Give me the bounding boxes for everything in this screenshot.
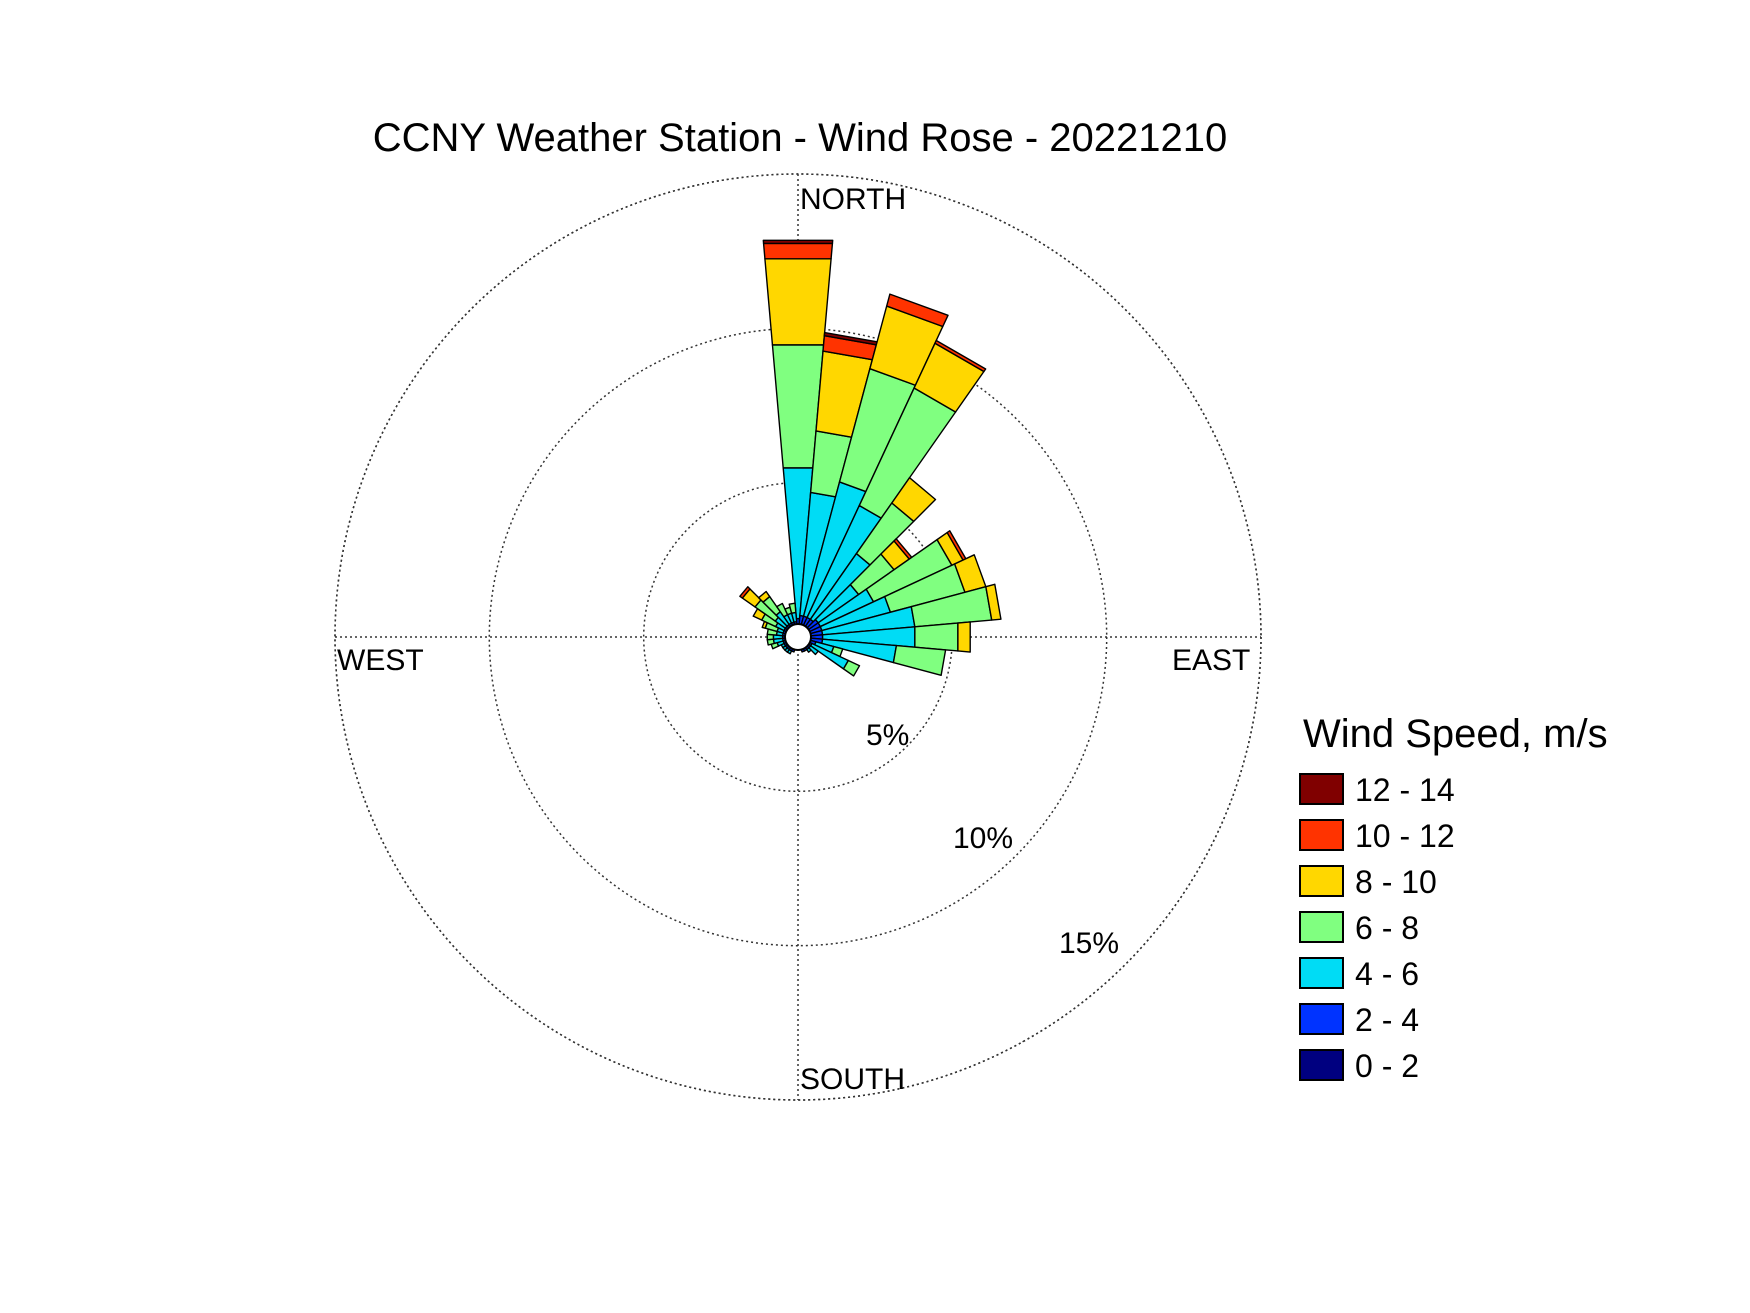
- bar-segment-0-10-12: [762, 242, 834, 260]
- legend-swatch-2-4: [1299, 1003, 1344, 1035]
- bar-segment-0-8-10: [764, 258, 832, 346]
- legend-label-4-6: 4 - 6: [1355, 956, 1419, 992]
- radial-tick-label-10: 10%: [953, 822, 1013, 855]
- legend-label-2-4: 2 - 4: [1355, 1002, 1419, 1038]
- sector-80: [797, 583, 1002, 638]
- bar-segment-80-8-10: [985, 583, 1002, 621]
- bar-segment-320-8-10: [758, 590, 771, 603]
- legend-label-12-14: 12 - 14: [1355, 772, 1455, 808]
- bar-segment-350-6-8: [788, 602, 797, 614]
- legend-swatch-0-2: [1299, 1049, 1344, 1081]
- direction-label-east: EAST: [1172, 644, 1250, 677]
- bar-segment-0-12-14: [762, 239, 834, 245]
- sector-0: [762, 239, 834, 638]
- bar-segment-90-6-8: [914, 622, 959, 652]
- sector-20: [797, 293, 949, 638]
- legend-label-8-10: 8 - 10: [1355, 864, 1437, 900]
- radial-tick-labels: 5% 10% 15%: [866, 719, 1119, 960]
- sector-60: [797, 530, 967, 638]
- sector-40: [797, 477, 937, 638]
- direction-label-west: WEST: [337, 644, 424, 677]
- legend: Wind Speed, m/s 12 - 14 10 - 12 8 - 10 6 - …: [1299, 712, 1608, 1084]
- bar-segment-100-6-8: [892, 644, 947, 677]
- bar-segment-130-4-6: [808, 645, 819, 656]
- legend-label-6-8: 6 - 8: [1355, 910, 1419, 946]
- radial-tick-label-5: 5%: [866, 719, 909, 752]
- direction-label-north: NORTH: [800, 183, 906, 216]
- bar-segment-40-8-10: [891, 477, 937, 523]
- legend-items: 12 - 14 10 - 12 8 - 10 6 - 8 4 - 6 2 - 4 0 - 2: [1299, 772, 1455, 1084]
- bar-segment-310-10-12: [739, 586, 751, 599]
- legend-swatch-10-12: [1299, 819, 1344, 851]
- legend-label-0-2: 0 - 2: [1355, 1048, 1419, 1084]
- bar-segment-120-6-8: [842, 659, 861, 677]
- direction-labels: NORTH EAST SOUTH WEST: [337, 183, 1250, 1096]
- bar-segment-20-10-12: [885, 293, 949, 328]
- chart-title: CCNY Weather Station - Wind Rose - 20221…: [373, 116, 1228, 160]
- bar-segment-90-8-10: [957, 621, 971, 653]
- direction-label-south: SOUTH: [800, 1063, 905, 1096]
- legend-swatch-6-8: [1299, 911, 1344, 943]
- bar-segment-140-4-6: [806, 647, 812, 653]
- legend-swatch-12-14: [1299, 773, 1344, 805]
- sector-10: [797, 331, 878, 638]
- legend-swatch-4-6: [1299, 957, 1344, 989]
- bar-segment-30-10-12: [934, 339, 987, 373]
- radial-tick-label-15: 15%: [1059, 927, 1119, 960]
- sector-30: [797, 339, 987, 638]
- legend-title: Wind Speed, m/s: [1303, 712, 1608, 756]
- calm-center-circle: [784, 623, 812, 651]
- bar-segment-330-6-8: [776, 602, 789, 618]
- legend-swatch-8-10: [1299, 865, 1344, 897]
- legend-label-10-12: 10 - 12: [1355, 818, 1455, 854]
